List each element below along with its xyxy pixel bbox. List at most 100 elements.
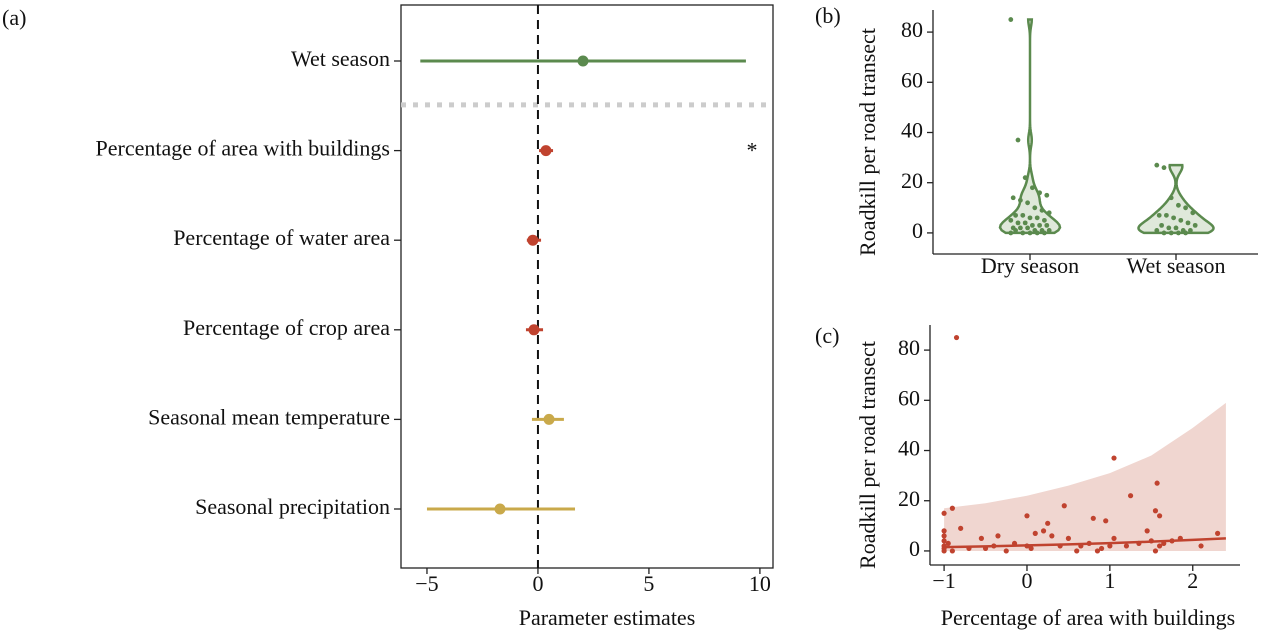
data-point bbox=[1044, 192, 1050, 198]
data-point bbox=[1188, 228, 1193, 233]
data-point bbox=[1190, 210, 1196, 216]
significance-mark: * bbox=[747, 138, 758, 163]
data-point bbox=[1154, 162, 1160, 168]
data-point bbox=[1046, 228, 1052, 233]
y-axis-label: Roadkill per road transect bbox=[855, 341, 880, 569]
data-point bbox=[1090, 515, 1096, 521]
panel-label: (c) bbox=[815, 323, 839, 348]
data-point bbox=[1040, 528, 1047, 534]
estimate-point bbox=[540, 145, 552, 157]
panel-label: (a) bbox=[2, 5, 26, 30]
data-point bbox=[1152, 548, 1159, 554]
y-tick-label: 40 bbox=[898, 436, 920, 461]
data-point bbox=[1042, 217, 1047, 223]
data-point bbox=[1028, 545, 1034, 552]
data-point bbox=[1037, 190, 1042, 196]
data-point bbox=[1198, 543, 1204, 549]
y-tick-label: 0 bbox=[912, 218, 923, 243]
x-tick-label: 10 bbox=[749, 571, 771, 596]
category-label: Percentage of water area bbox=[173, 225, 390, 250]
data-point bbox=[1171, 215, 1176, 221]
x-axis-label: Parameter estimates bbox=[519, 605, 696, 630]
y-axis-label: Roadkill per road transect bbox=[855, 28, 880, 256]
data-point bbox=[1098, 545, 1105, 552]
data-point bbox=[1015, 220, 1021, 226]
data-point bbox=[995, 533, 1001, 539]
data-point bbox=[1185, 220, 1191, 226]
y-tick-label: 60 bbox=[901, 67, 923, 92]
data-point bbox=[1034, 230, 1040, 236]
data-point bbox=[1107, 543, 1113, 549]
y-tick-label: 20 bbox=[898, 486, 920, 511]
y-tick-label: 40 bbox=[901, 118, 923, 143]
y-tick-label: 0 bbox=[909, 536, 920, 561]
data-point bbox=[1094, 548, 1101, 554]
data-point bbox=[1156, 212, 1162, 218]
violin bbox=[998, 18, 1062, 235]
data-point bbox=[1111, 455, 1117, 461]
x-tick-label: 0 bbox=[532, 571, 543, 596]
category-label: Percentage of crop area bbox=[183, 315, 390, 340]
data-point bbox=[1176, 230, 1181, 236]
data-point bbox=[1027, 230, 1033, 236]
data-point bbox=[949, 505, 955, 511]
data-point bbox=[958, 525, 964, 531]
category-label: Wet season bbox=[291, 46, 390, 71]
x-axis-label: Percentage of area with buildings bbox=[941, 605, 1235, 630]
data-point bbox=[1032, 530, 1038, 536]
data-point bbox=[1008, 230, 1014, 236]
confidence-band bbox=[944, 402, 1226, 551]
data-point bbox=[1183, 230, 1188, 236]
data-point bbox=[1166, 225, 1172, 231]
estimate-point bbox=[543, 413, 555, 425]
estimate-point bbox=[494, 503, 506, 515]
x-tick-label: Wet season bbox=[1126, 253, 1225, 278]
data-point bbox=[1008, 17, 1014, 22]
data-point bbox=[1003, 548, 1009, 554]
data-point bbox=[1013, 212, 1018, 218]
data-point bbox=[1074, 548, 1080, 554]
data-point bbox=[1215, 530, 1221, 536]
x-tick-label: 5 bbox=[643, 571, 654, 596]
data-point bbox=[949, 548, 955, 554]
data-point bbox=[1183, 205, 1188, 211]
y-tick-label: 20 bbox=[901, 168, 923, 193]
x-tick-label: Dry season bbox=[981, 253, 1079, 278]
data-point bbox=[1144, 528, 1150, 534]
y-tick-label: 80 bbox=[898, 335, 920, 360]
violin bbox=[1137, 163, 1215, 235]
data-point bbox=[941, 538, 947, 544]
data-point bbox=[941, 548, 947, 554]
x-tick-label: −5 bbox=[415, 571, 438, 596]
estimate-point bbox=[577, 55, 589, 67]
data-point bbox=[1025, 225, 1030, 231]
data-point bbox=[1020, 212, 1026, 218]
data-point bbox=[1042, 230, 1047, 236]
estimate-point bbox=[528, 324, 540, 336]
data-point bbox=[1061, 503, 1067, 509]
data-point bbox=[1161, 230, 1167, 236]
data-point bbox=[1154, 480, 1160, 486]
data-point bbox=[1010, 195, 1016, 201]
data-point bbox=[1037, 222, 1042, 228]
data-point bbox=[1030, 185, 1035, 191]
data-point bbox=[1030, 222, 1035, 228]
data-point bbox=[1176, 202, 1181, 208]
data-point bbox=[941, 533, 947, 539]
data-point bbox=[1154, 228, 1160, 233]
data-point bbox=[1127, 493, 1134, 499]
x-tick-label: 2 bbox=[1187, 568, 1198, 593]
data-point bbox=[1152, 508, 1159, 514]
data-point bbox=[1022, 220, 1028, 226]
data-point bbox=[1044, 222, 1050, 228]
data-point bbox=[1008, 217, 1014, 223]
data-point bbox=[1046, 210, 1052, 216]
category-label: Percentage of area with buildings bbox=[96, 136, 390, 161]
y-tick-label: 80 bbox=[901, 17, 923, 42]
data-point bbox=[1045, 520, 1051, 526]
data-point bbox=[1123, 543, 1130, 549]
estimate-point bbox=[527, 234, 539, 246]
data-point bbox=[1178, 217, 1184, 223]
data-point bbox=[1103, 518, 1109, 524]
